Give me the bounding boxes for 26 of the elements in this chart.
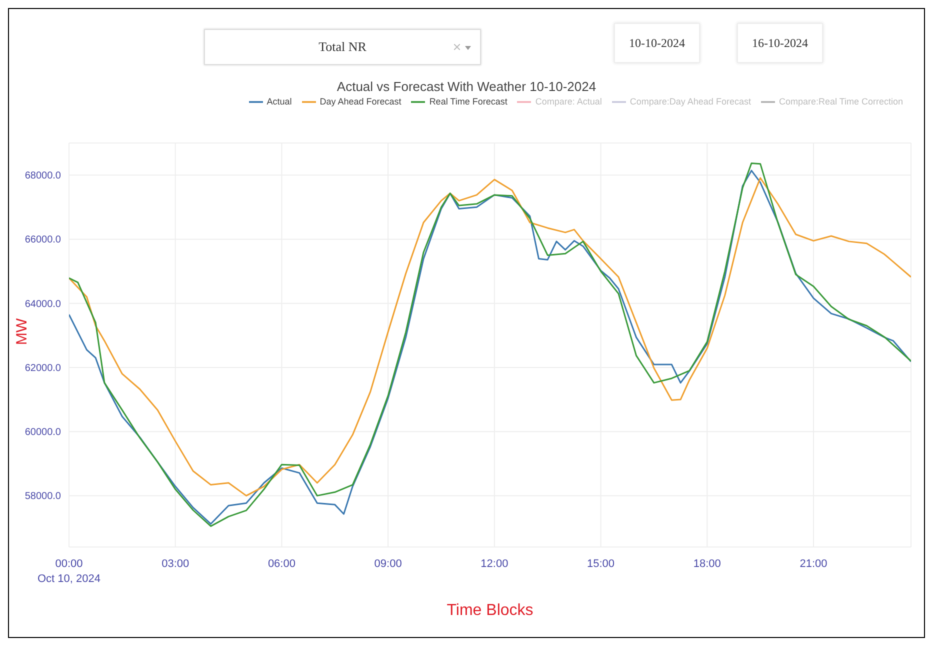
text: 10-10-2024: [614, 23, 700, 63]
x-tick-label: 06:00: [268, 558, 296, 570]
legend-label: Compare:Real Time Correction: [778, 96, 903, 106]
x-tick-label: 03:00: [162, 558, 190, 570]
y-axis-title: MW: [13, 318, 30, 345]
legend-label: Compare: Actual: [535, 96, 602, 106]
legend-label: Day Ahead Forecast: [320, 96, 402, 106]
x-tick-label: 21:00: [800, 558, 828, 570]
text: 16-10-2024: [737, 23, 823, 63]
x-tick-label: 18:00: [693, 558, 721, 570]
x-tick-label: 12:00: [480, 558, 508, 570]
y-tick-label: 68000.0: [24, 170, 62, 182]
legend-label: Compare:Day Ahead Forecast: [630, 96, 751, 106]
y-tick-label: 64000.0: [24, 298, 62, 310]
y-tick-label: 66000.0: [24, 234, 62, 246]
y-tick-label: 60000.0: [24, 427, 62, 438]
x-axis-title: Time Blocks: [446, 602, 534, 619]
x-tick-label: 00:00 Oct 10, 2024: [38, 558, 100, 585]
text: Total NR: [204, 29, 481, 65]
x-tick-label: 09:00: [374, 558, 402, 570]
y-tick-label: 62000.0: [24, 362, 62, 374]
x-tick-label: 15:00: [587, 558, 615, 570]
chart-title: Actual vs Forecast With Weather 10-10-2024: [336, 79, 598, 94]
legend-label: Actual: [266, 96, 292, 106]
y-tick-label: 58000.0: [24, 491, 62, 502]
legend-label: Real Time Forecast: [429, 96, 508, 106]
